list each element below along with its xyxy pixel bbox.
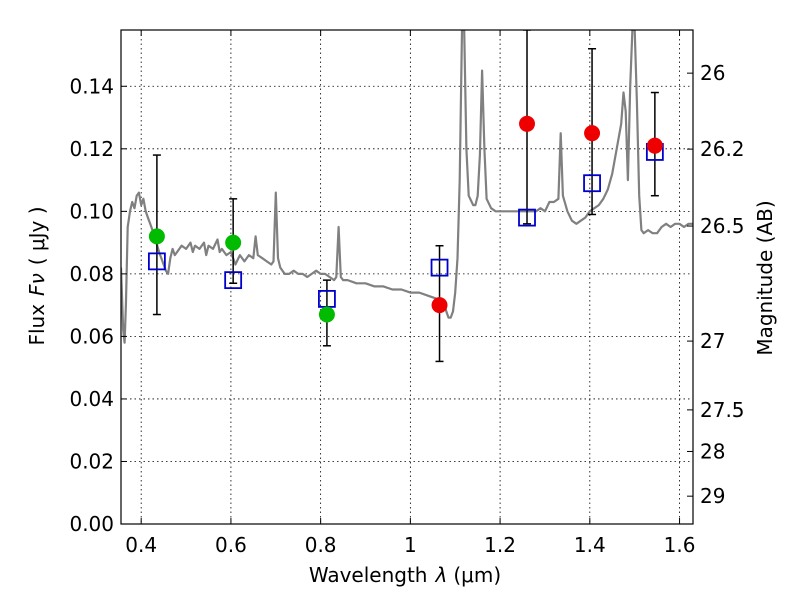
y-tick-label: 0.08 — [69, 262, 114, 286]
x-tick-label: 1.6 — [664, 533, 696, 557]
x-tick-label: 1.2 — [484, 533, 516, 557]
observed-flux-point — [225, 234, 242, 251]
y2-tick-label: 27.5 — [700, 398, 745, 422]
y2-tick-label: 28 — [700, 439, 725, 463]
y-tick-label: 0.12 — [69, 137, 114, 161]
plot-area — [121, 30, 693, 363]
grid — [121, 30, 693, 524]
y-tick-label: 0.02 — [69, 449, 114, 473]
y2-tick-label: 26 — [700, 61, 725, 85]
axes-frame — [120, 29, 694, 525]
x-tick-label: 1 — [404, 533, 417, 557]
y-tick-label: 0.06 — [69, 324, 114, 348]
y-axis-label: FluxFν( μJy ) — [25, 206, 49, 345]
y2-tick-label: 26.5 — [700, 214, 745, 238]
y2-tick-label: 26.2 — [700, 137, 745, 161]
observed-flux-point — [148, 228, 165, 245]
spectrum-line — [121, 30, 693, 344]
x-tick-label: 1.4 — [574, 533, 606, 557]
ticks: 0.4 0.6 0.8 1 1.2 1.4 1.6 0.00 0.02 0.04 0.06 0.08 0… — [69, 30, 745, 557]
y-tick-label: 0.14 — [69, 74, 114, 98]
y-tick-label: 0.10 — [69, 199, 114, 223]
model-photometry-point — [147, 252, 166, 271]
model-photometry-point — [224, 271, 243, 290]
observed-flux-point — [519, 115, 536, 132]
plot-series — [121, 30, 693, 363]
y2-tick-label: 27 — [700, 329, 725, 353]
x-tick-label: 0.8 — [305, 533, 337, 557]
x-tick-label: 0.4 — [125, 533, 157, 557]
x-axis-label: Wavelength λ (μm) — [309, 563, 501, 587]
observed-flux-point — [431, 297, 448, 314]
model-photometry-point — [430, 258, 449, 277]
x-tick-label: 0.6 — [215, 533, 247, 557]
observed-flux-point — [318, 306, 335, 323]
y-tick-label: 0.00 — [69, 512, 114, 536]
observed-flux-point — [646, 137, 663, 154]
observed-flux-point — [584, 125, 601, 142]
model-photometry-point — [518, 208, 536, 227]
model-photometry-point — [583, 174, 601, 193]
y2-tick-label: 29 — [700, 484, 725, 508]
y-tick-label: 0.04 — [69, 387, 114, 411]
y2-axis-label: Magnitude (AB) — [753, 200, 777, 355]
